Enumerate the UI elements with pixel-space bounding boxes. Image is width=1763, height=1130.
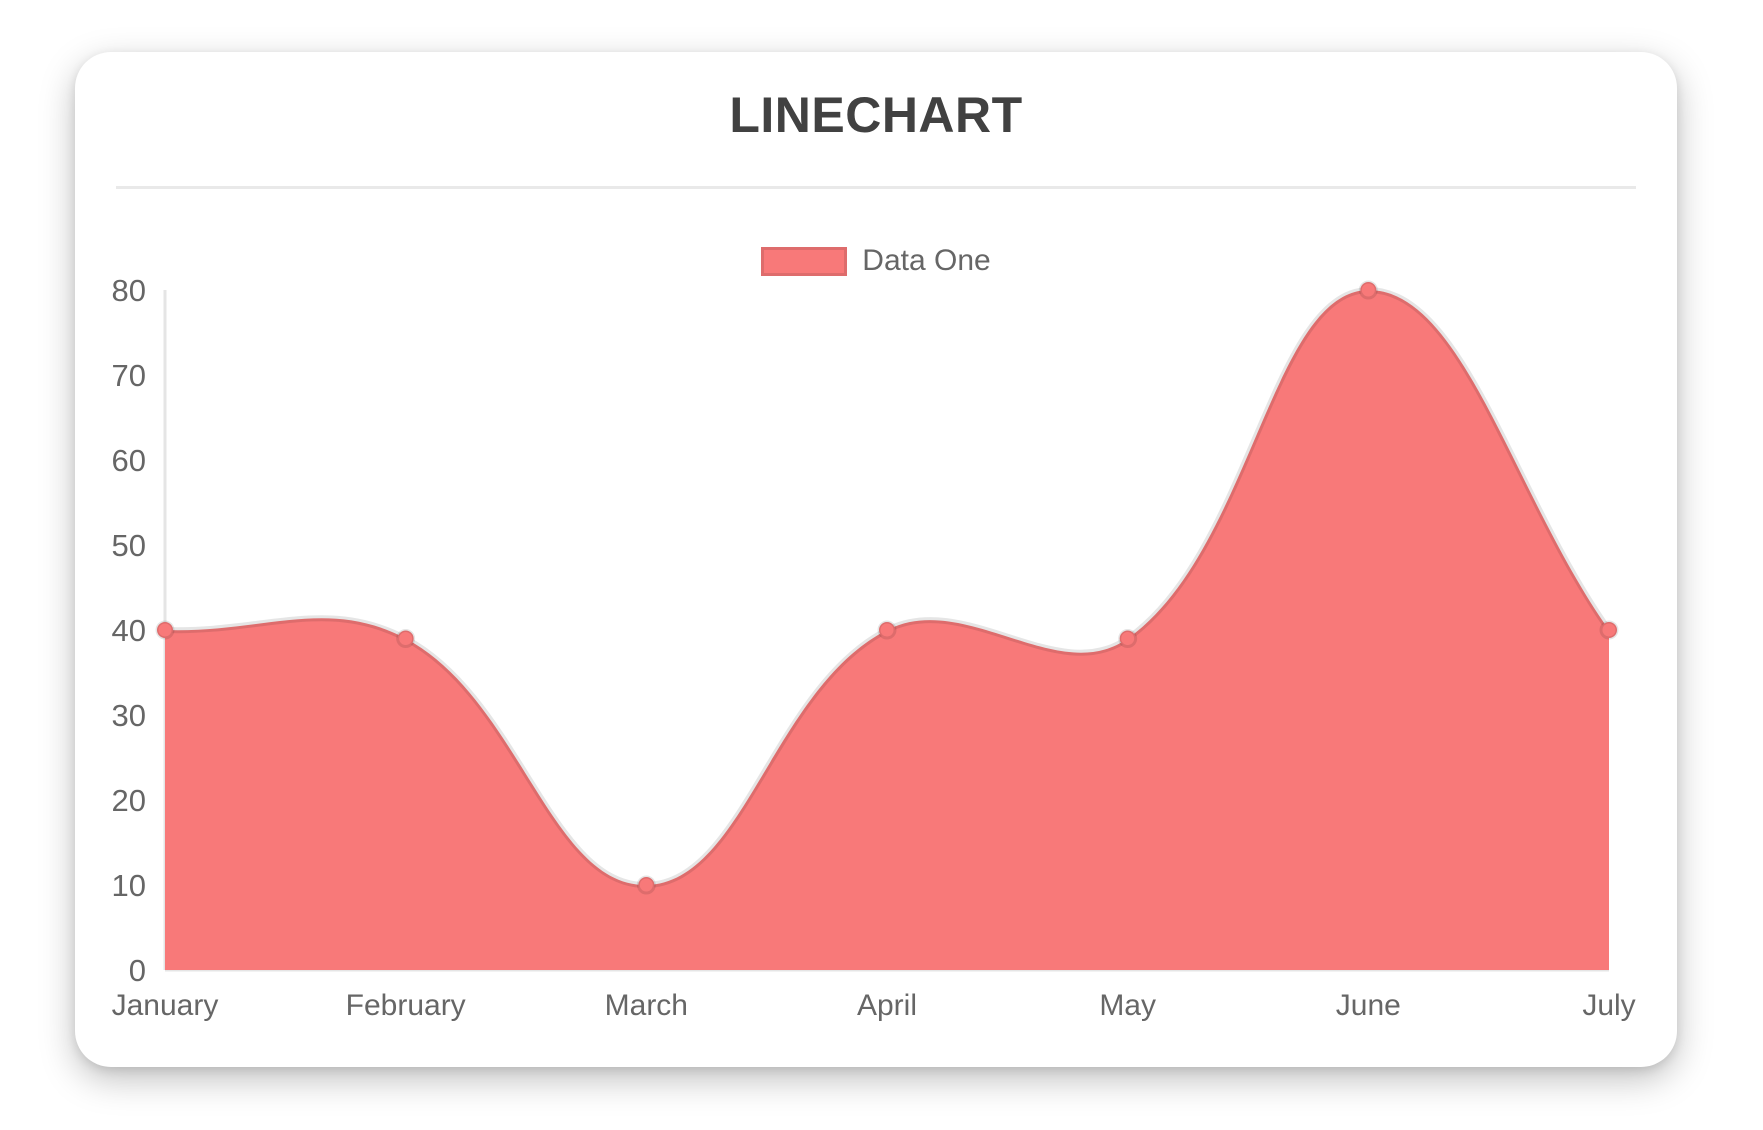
data-point-february[interactable]: [396, 629, 416, 648]
y-axis-label-70: 70: [112, 358, 146, 393]
chart-legend: Data One: [75, 244, 1677, 278]
y-axis-label-30: 30: [112, 698, 146, 733]
y-axis-label-50: 50: [112, 528, 146, 563]
x-axis-label-january: January: [112, 989, 219, 1022]
y-axis-label-0: 0: [129, 953, 146, 988]
data-point-march[interactable]: [636, 875, 656, 895]
y-axis-label-40: 40: [112, 613, 146, 648]
y-axis-label-10: 10: [112, 868, 146, 903]
line-chart[interactable]: 0 10 20 30 40 50 60 70 80 January February March Apr…: [75, 52, 1677, 1067]
y-axis-label-20: 20: [112, 783, 146, 818]
legend-item-data-one[interactable]: Data One: [761, 244, 991, 278]
series-line: [164, 286, 1612, 889]
legend-swatch: [761, 246, 848, 276]
data-point-july[interactable]: [1599, 620, 1619, 640]
title-divider: [116, 186, 1636, 189]
x-axis-label-march: March: [605, 989, 688, 1022]
x-axis-label-may: May: [1099, 989, 1156, 1022]
data-point-may[interactable]: [1118, 629, 1138, 648]
x-axis-label-july: July: [1582, 989, 1635, 1022]
data-point-june[interactable]: [1358, 280, 1378, 300]
chart-title: LINECHART: [729, 87, 1023, 143]
legend-label: Data One: [862, 244, 991, 277]
data-point-april[interactable]: [877, 620, 897, 640]
x-axis-label-february: February: [346, 989, 466, 1022]
data-point-january[interactable]: [155, 620, 175, 640]
chart-card: LINECHART Data One 0 10 20 30 40 50 60 70 80 Janu…: [75, 52, 1677, 1067]
x-axis-label-june: June: [1336, 989, 1401, 1022]
x-axis-label-april: April: [857, 989, 917, 1022]
y-axis-label-60: 60: [112, 443, 146, 478]
y-axis-label-80: 80: [112, 273, 146, 308]
